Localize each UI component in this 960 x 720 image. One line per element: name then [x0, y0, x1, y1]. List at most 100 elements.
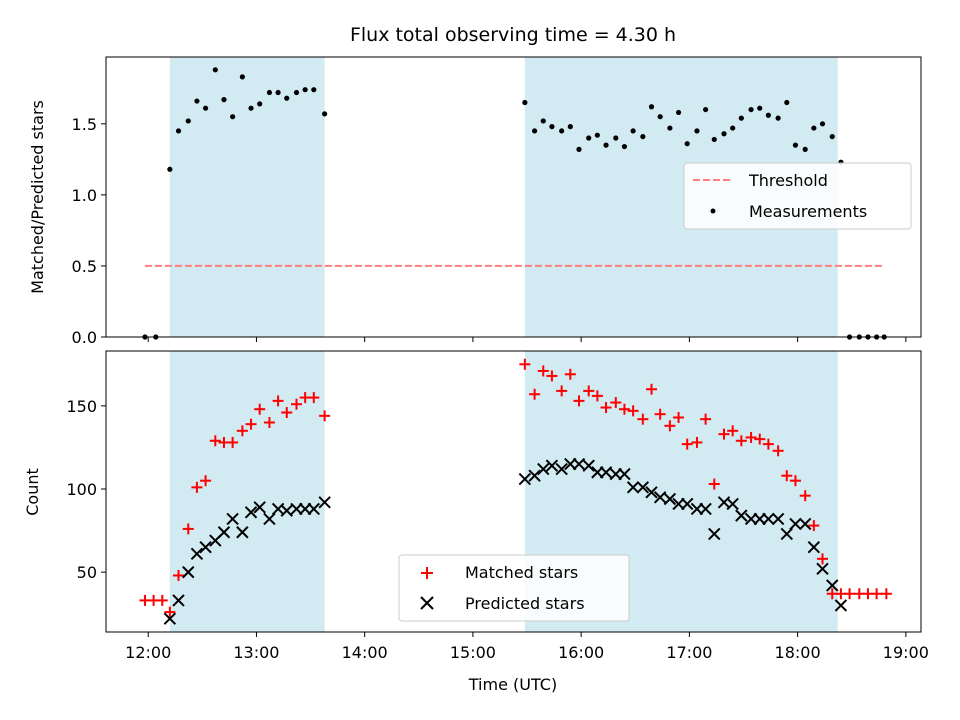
predicted-star-point	[182, 565, 195, 579]
y-tick-label: 1.5	[72, 115, 97, 134]
x-tick: 13:00	[233, 632, 279, 662]
measurement-point	[257, 101, 263, 107]
x-tick-label: 17:00	[666, 643, 712, 662]
measurement-point	[302, 87, 308, 93]
y-tick: 1.5	[72, 115, 106, 134]
matched-star-point	[664, 420, 676, 432]
matched-star-point	[727, 425, 739, 437]
predicted-star-point	[244, 506, 258, 519]
measurement-point	[802, 146, 808, 152]
matched-star-point	[754, 433, 766, 445]
measurement-point	[532, 128, 538, 134]
predicted-star-point	[626, 481, 640, 494]
matched-star-point	[319, 410, 331, 422]
measurement-point	[738, 115, 744, 121]
predicted-star-point	[545, 459, 559, 472]
x-tick: 16:00	[558, 632, 604, 662]
matched-star-point	[700, 413, 712, 425]
matched-star-point	[173, 569, 185, 581]
matched-star-point	[880, 588, 892, 600]
predicted-star-point	[726, 497, 739, 511]
measurement-point	[185, 118, 191, 124]
top-x-ticks	[147, 337, 907, 342]
top-y-ticks: 0.0 0.5 1.0 1.5	[72, 115, 106, 347]
predicted-star-point	[708, 527, 721, 541]
measurement-point	[212, 67, 218, 73]
measurement-point	[567, 124, 573, 130]
predicted-star-point	[555, 462, 568, 476]
predicted-star-point	[771, 512, 785, 526]
measurement-point	[522, 99, 528, 106]
measurement-point	[748, 106, 754, 113]
measurement-point	[829, 133, 835, 140]
predicted-star-point	[528, 469, 541, 482]
measurement-point	[711, 136, 717, 143]
measurement-point	[621, 143, 628, 150]
x-tick-label: 15:00	[450, 643, 496, 662]
y-tick-label: 100	[66, 480, 97, 499]
matched-star-point	[817, 553, 829, 565]
measurement-point	[322, 111, 328, 117]
legend-measurements-swatch	[710, 208, 716, 214]
y-tick-label: 0.5	[72, 257, 97, 276]
matched-star-point	[556, 385, 568, 397]
predicted-star-point	[572, 457, 586, 471]
predicted-star-point	[599, 466, 613, 479]
measurement-point	[603, 142, 609, 148]
y-tick: 150	[66, 397, 106, 416]
top-y-axis-label: Matched/Predicted stars	[28, 100, 47, 294]
matched-star-point	[263, 416, 275, 428]
measurement-point	[266, 89, 273, 96]
x-tick: 18:00	[775, 632, 821, 662]
predicted-star-point	[636, 481, 650, 494]
bottom-y-ticks: 50 100 150	[66, 397, 106, 582]
predicted-star-point	[653, 491, 667, 504]
x-axis-label: Time (UTC)	[468, 675, 557, 694]
matched-star-point	[227, 436, 239, 448]
predicted-star-point	[789, 517, 802, 531]
matched-star-point	[645, 383, 657, 395]
x-tick-label: 12:00	[125, 643, 171, 662]
predicted-star-point	[834, 599, 848, 612]
predicted-star-point	[263, 512, 276, 526]
matched-star-point	[546, 370, 558, 382]
measurement-point	[675, 109, 682, 116]
measurement-point	[775, 115, 781, 121]
measurement-point	[175, 128, 182, 134]
chart-title: Flux total observing time = 4.30 h	[350, 24, 676, 46]
bottom-y-axis-label: Count	[23, 468, 42, 516]
measurement-point	[784, 99, 790, 106]
predicted-star-point	[172, 594, 185, 607]
matched-star-point	[236, 425, 248, 437]
matched-star-point	[654, 408, 666, 420]
measurement-point	[648, 104, 655, 110]
x-tick: 17:00	[666, 632, 712, 662]
measurement-point	[311, 87, 317, 93]
x-tick-label: 19:00	[883, 643, 929, 662]
measurement-point	[221, 97, 227, 103]
legend-matched-swatch	[421, 567, 433, 579]
bottom-x-ticks: 12:00 13:00 14:00 15:00 16:00 17:00 18:00 19:00	[125, 632, 929, 662]
measurement-point	[549, 124, 555, 130]
matched-star-point	[718, 428, 730, 440]
predicted-star-point	[163, 612, 177, 625]
predicted-star-point	[236, 526, 249, 539]
measurement-point	[248, 105, 254, 111]
x-tick-label: 18:00	[775, 643, 821, 662]
measurement-point	[721, 131, 727, 137]
matched-star-point	[164, 606, 176, 618]
measurement-point	[667, 125, 673, 131]
matched-star-point	[564, 368, 576, 380]
predicted-star-point	[217, 526, 231, 539]
measurement-point	[694, 128, 700, 134]
matched-star-point	[789, 475, 801, 487]
x-tick-label: 16:00	[558, 643, 604, 662]
measurement-point	[576, 146, 582, 152]
x-tick: 12:00	[125, 632, 171, 662]
matched-star-point	[681, 438, 693, 450]
predicted-star-point	[190, 547, 204, 561]
matched-star-point	[272, 395, 284, 407]
predicted-star-point	[199, 540, 212, 554]
y-tick: 50	[77, 563, 106, 582]
